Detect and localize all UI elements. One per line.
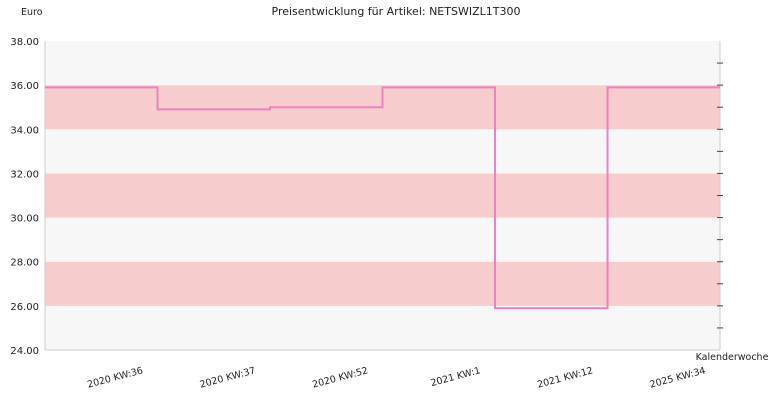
x-tick-label: 2020 KW:52 bbox=[311, 365, 369, 390]
y-axis-label: Euro bbox=[21, 7, 43, 18]
left-axis: 24.00 26.00 28.00 30.00 32.00 34.00 36.00 38.00 bbox=[10, 37, 46, 357]
band bbox=[45, 305, 720, 350]
series-line bbox=[45, 86, 720, 310]
x-tick-label: 2021 KW:1 bbox=[430, 365, 482, 389]
chart-title: Preisentwicklung für Artikel: NETSWIZL1T… bbox=[272, 5, 521, 18]
x-tick-label: 2020 KW:37 bbox=[199, 365, 257, 390]
y-tick-label: 32.00 bbox=[10, 169, 39, 180]
x-axis: 2020 KW:36 2020 KW:37 2020 KW:52 2021 KW:1 2… bbox=[45, 349, 720, 391]
band bbox=[45, 173, 720, 218]
y-tick-label: 30.00 bbox=[10, 214, 39, 225]
y-tick-label: 38.00 bbox=[10, 37, 39, 48]
y-tick-label: 26.00 bbox=[10, 302, 39, 313]
right-axis bbox=[717, 41, 723, 350]
y-tick-label: 34.00 bbox=[10, 125, 39, 136]
band bbox=[45, 217, 720, 262]
y-tick-label: 28.00 bbox=[10, 258, 39, 269]
x-tick-label: 2020 KW:36 bbox=[86, 365, 144, 390]
band bbox=[45, 129, 720, 174]
y-tick-label: 36.00 bbox=[10, 81, 39, 92]
x-axis-label: Kalenderwoche bbox=[696, 352, 769, 363]
x-tick-label: 2025 KW:34 bbox=[649, 365, 707, 390]
y-tick-label: 24.00 bbox=[10, 346, 39, 357]
band bbox=[45, 261, 720, 306]
price-series bbox=[45, 86, 720, 310]
band bbox=[45, 41, 720, 86]
x-tick-label: 2021 KW:12 bbox=[536, 365, 594, 390]
